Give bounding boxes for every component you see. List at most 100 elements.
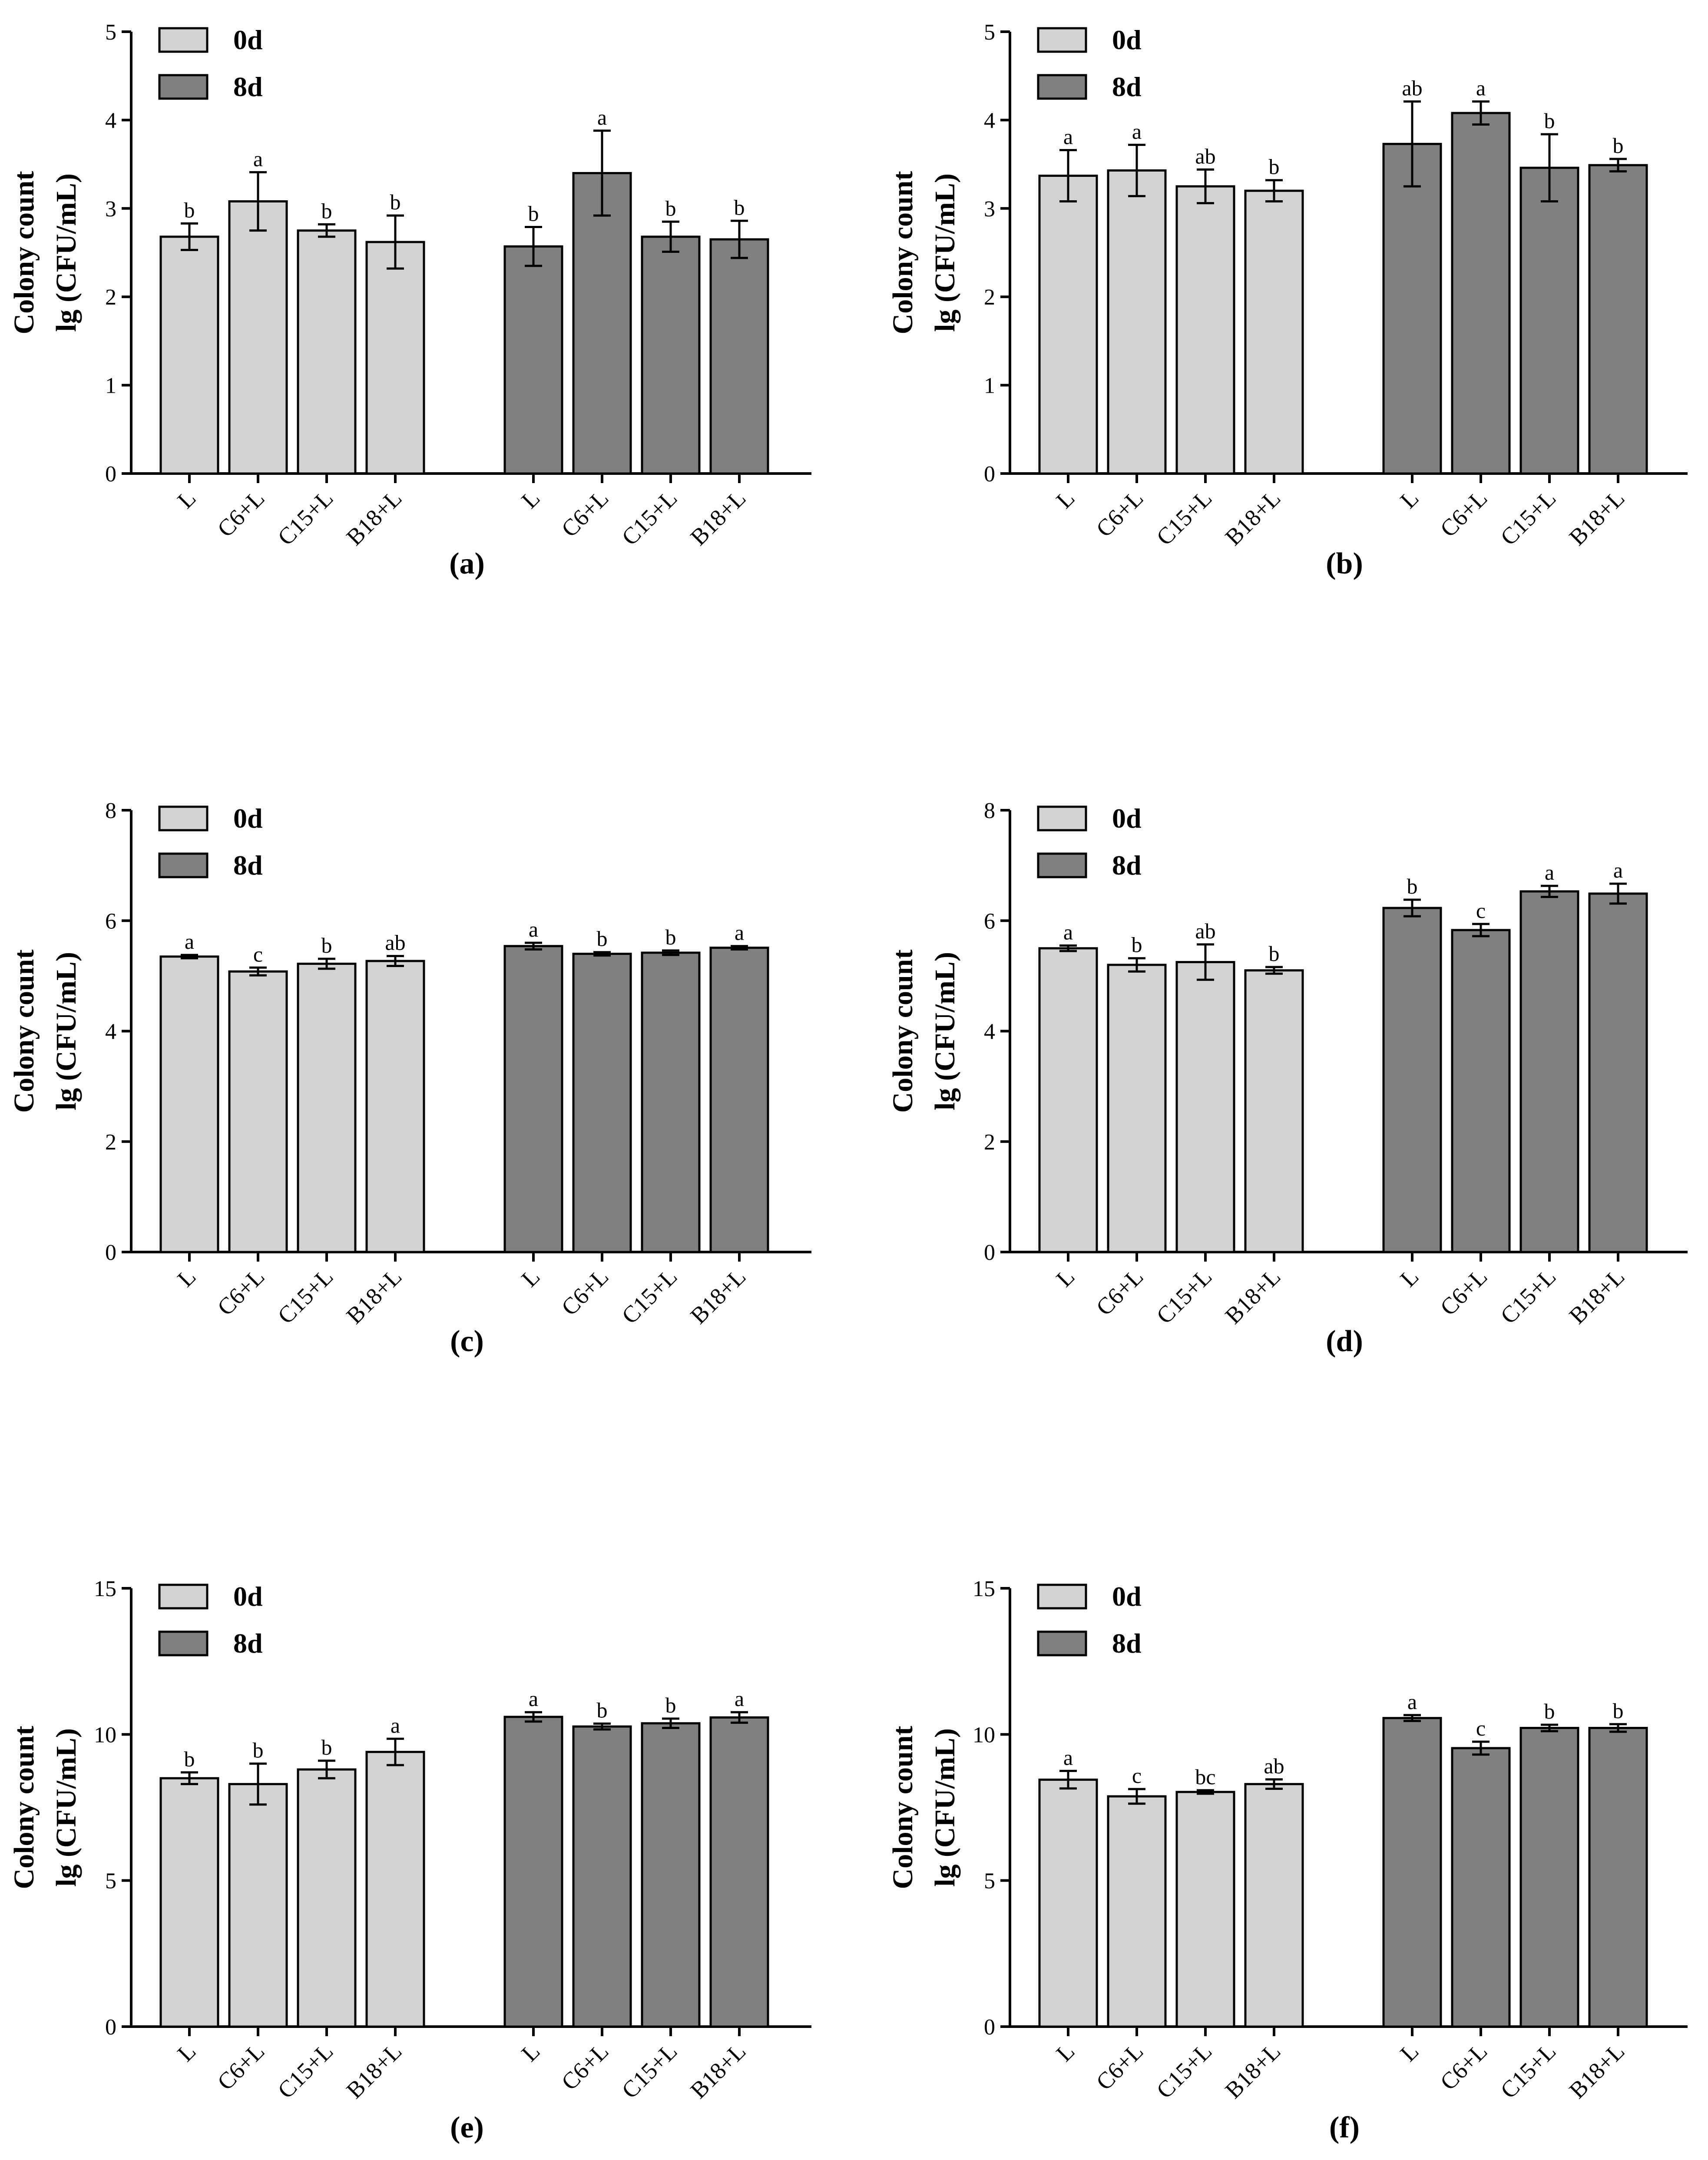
bar	[641, 1722, 701, 2028]
legend-swatch-8d	[1037, 74, 1087, 100]
y-tick-label: 0	[105, 2015, 116, 2040]
significance-label: b	[528, 202, 539, 226]
x-category-label: B18+L	[685, 485, 751, 550]
x-category-label: C15+L	[617, 485, 682, 550]
bar	[1519, 166, 1579, 475]
x-category-label: C15+L	[273, 485, 338, 550]
legend-swatch-0d	[1037, 27, 1087, 53]
x-category-label: C15+L	[273, 2038, 338, 2104]
bar	[1175, 185, 1235, 475]
x-category-label: C6+L	[1435, 485, 1493, 542]
x-category-label: L	[516, 1263, 545, 1292]
y-tick-label: 8	[105, 798, 116, 823]
y-tick-label: 0	[984, 462, 995, 487]
bar	[1519, 890, 1579, 1253]
legend-label: 0d	[233, 24, 263, 55]
y-tick-label: 5	[105, 1869, 116, 1894]
bar	[228, 200, 288, 475]
x-category-label: L	[1395, 485, 1424, 513]
x-category-label: L	[172, 1263, 201, 1292]
x-category-label: C6+L	[212, 485, 270, 542]
bar	[1244, 189, 1304, 475]
x-category-label: C6+L	[1435, 2038, 1493, 2095]
legend-label: 8d	[233, 850, 263, 881]
y-tick-label: 1	[984, 374, 995, 398]
panel-label: (b)	[1326, 547, 1363, 580]
x-category-label: C6+L	[1091, 1263, 1149, 1321]
legend-swatch-0d	[1037, 1584, 1087, 1610]
bar	[365, 241, 425, 475]
bar	[1107, 169, 1167, 475]
y-tick-label: 4	[105, 108, 116, 133]
y-axis-label-line1: Colony count	[8, 171, 40, 335]
legend-label: 8d	[233, 1628, 263, 1659]
significance-label: b	[390, 190, 401, 214]
significance-label: a	[1476, 76, 1486, 100]
bar	[1175, 961, 1235, 1253]
x-category-label: C6+L	[556, 485, 614, 542]
y-tick-label: 6	[984, 909, 995, 934]
x-category-label: L	[172, 2038, 201, 2067]
chart-panel-5: 0 5 10 15 Colony count lg (CFU/mL) b Lb C6+L b C15…	[8, 1577, 811, 2144]
panel-label: (f)	[1329, 2111, 1360, 2144]
significance-label: b	[597, 927, 608, 951]
y-axis-label-line2: lg (CFU/mL)	[50, 173, 82, 332]
y-tick-label: 2	[984, 285, 995, 310]
significance-label: b	[321, 1735, 332, 1759]
y-tick-label: 10	[973, 1723, 995, 1747]
x-category-label: B18+L	[1220, 2038, 1286, 2104]
x-category-label: L	[1395, 2038, 1424, 2067]
panel-label: (a)	[449, 547, 485, 580]
panel-label: (c)	[450, 1325, 484, 1358]
significance-label: ab	[1195, 919, 1215, 943]
x-category-label: C6+L	[212, 1263, 270, 1321]
significance-label: c	[253, 942, 263, 966]
x-category-label: C15+L	[1496, 1263, 1561, 1329]
bar	[503, 945, 563, 1253]
bar	[1038, 1779, 1098, 2028]
x-category-label: C15+L	[1496, 2038, 1561, 2104]
y-tick-label: 15	[94, 1577, 116, 1601]
y-axis-label-line2: lg (CFU/mL)	[929, 952, 961, 1110]
significance-label: b	[597, 1698, 608, 1722]
legend-label: 0d	[1112, 1581, 1142, 1612]
significance-label: b	[665, 925, 676, 949]
bar	[1451, 112, 1511, 475]
x-category-label: B18+L	[341, 2038, 407, 2104]
significance-label: b	[321, 199, 332, 223]
y-tick-label: 15	[973, 1577, 995, 1601]
x-category-label: C15+L	[1152, 1263, 1217, 1329]
bar	[228, 1783, 288, 2028]
bar	[1244, 969, 1304, 1253]
significance-label: a	[597, 105, 607, 129]
x-category-label: L	[516, 2038, 545, 2067]
significance-label: a	[735, 921, 744, 945]
significance-label: ab	[1264, 1754, 1284, 1778]
chart-panel-3: 0 2 4 6 8 Colony count lg (CFU/mL) a Lc C6+L b C15+…	[8, 798, 811, 1358]
bar	[709, 947, 769, 1253]
y-tick-label: 2	[105, 285, 116, 310]
y-tick-label: 5	[984, 20, 995, 45]
y-tick-label: 8	[984, 798, 995, 823]
legend-swatch-8d	[158, 1630, 209, 1656]
bar	[297, 962, 357, 1253]
y-tick-label: 4	[105, 1020, 116, 1044]
y-tick-label: 6	[105, 909, 116, 934]
significance-label: b	[665, 196, 676, 220]
bar	[1038, 175, 1098, 475]
bar	[1038, 947, 1098, 1253]
x-category-label: L	[172, 485, 201, 513]
y-tick-label: 10	[94, 1723, 116, 1747]
legend-label: 8d	[1112, 850, 1142, 881]
legend-label: 0d	[1112, 24, 1142, 55]
y-axis-label-line2: lg (CFU/mL)	[50, 952, 82, 1110]
significance-label: a	[185, 929, 194, 954]
bar	[1588, 1727, 1648, 2028]
x-category-label: B18+L	[1564, 2038, 1630, 2104]
y-axis-label-line1: Colony count	[8, 950, 40, 1113]
legend-swatch-0d	[158, 1584, 209, 1610]
significance-label: a	[391, 1713, 400, 1737]
